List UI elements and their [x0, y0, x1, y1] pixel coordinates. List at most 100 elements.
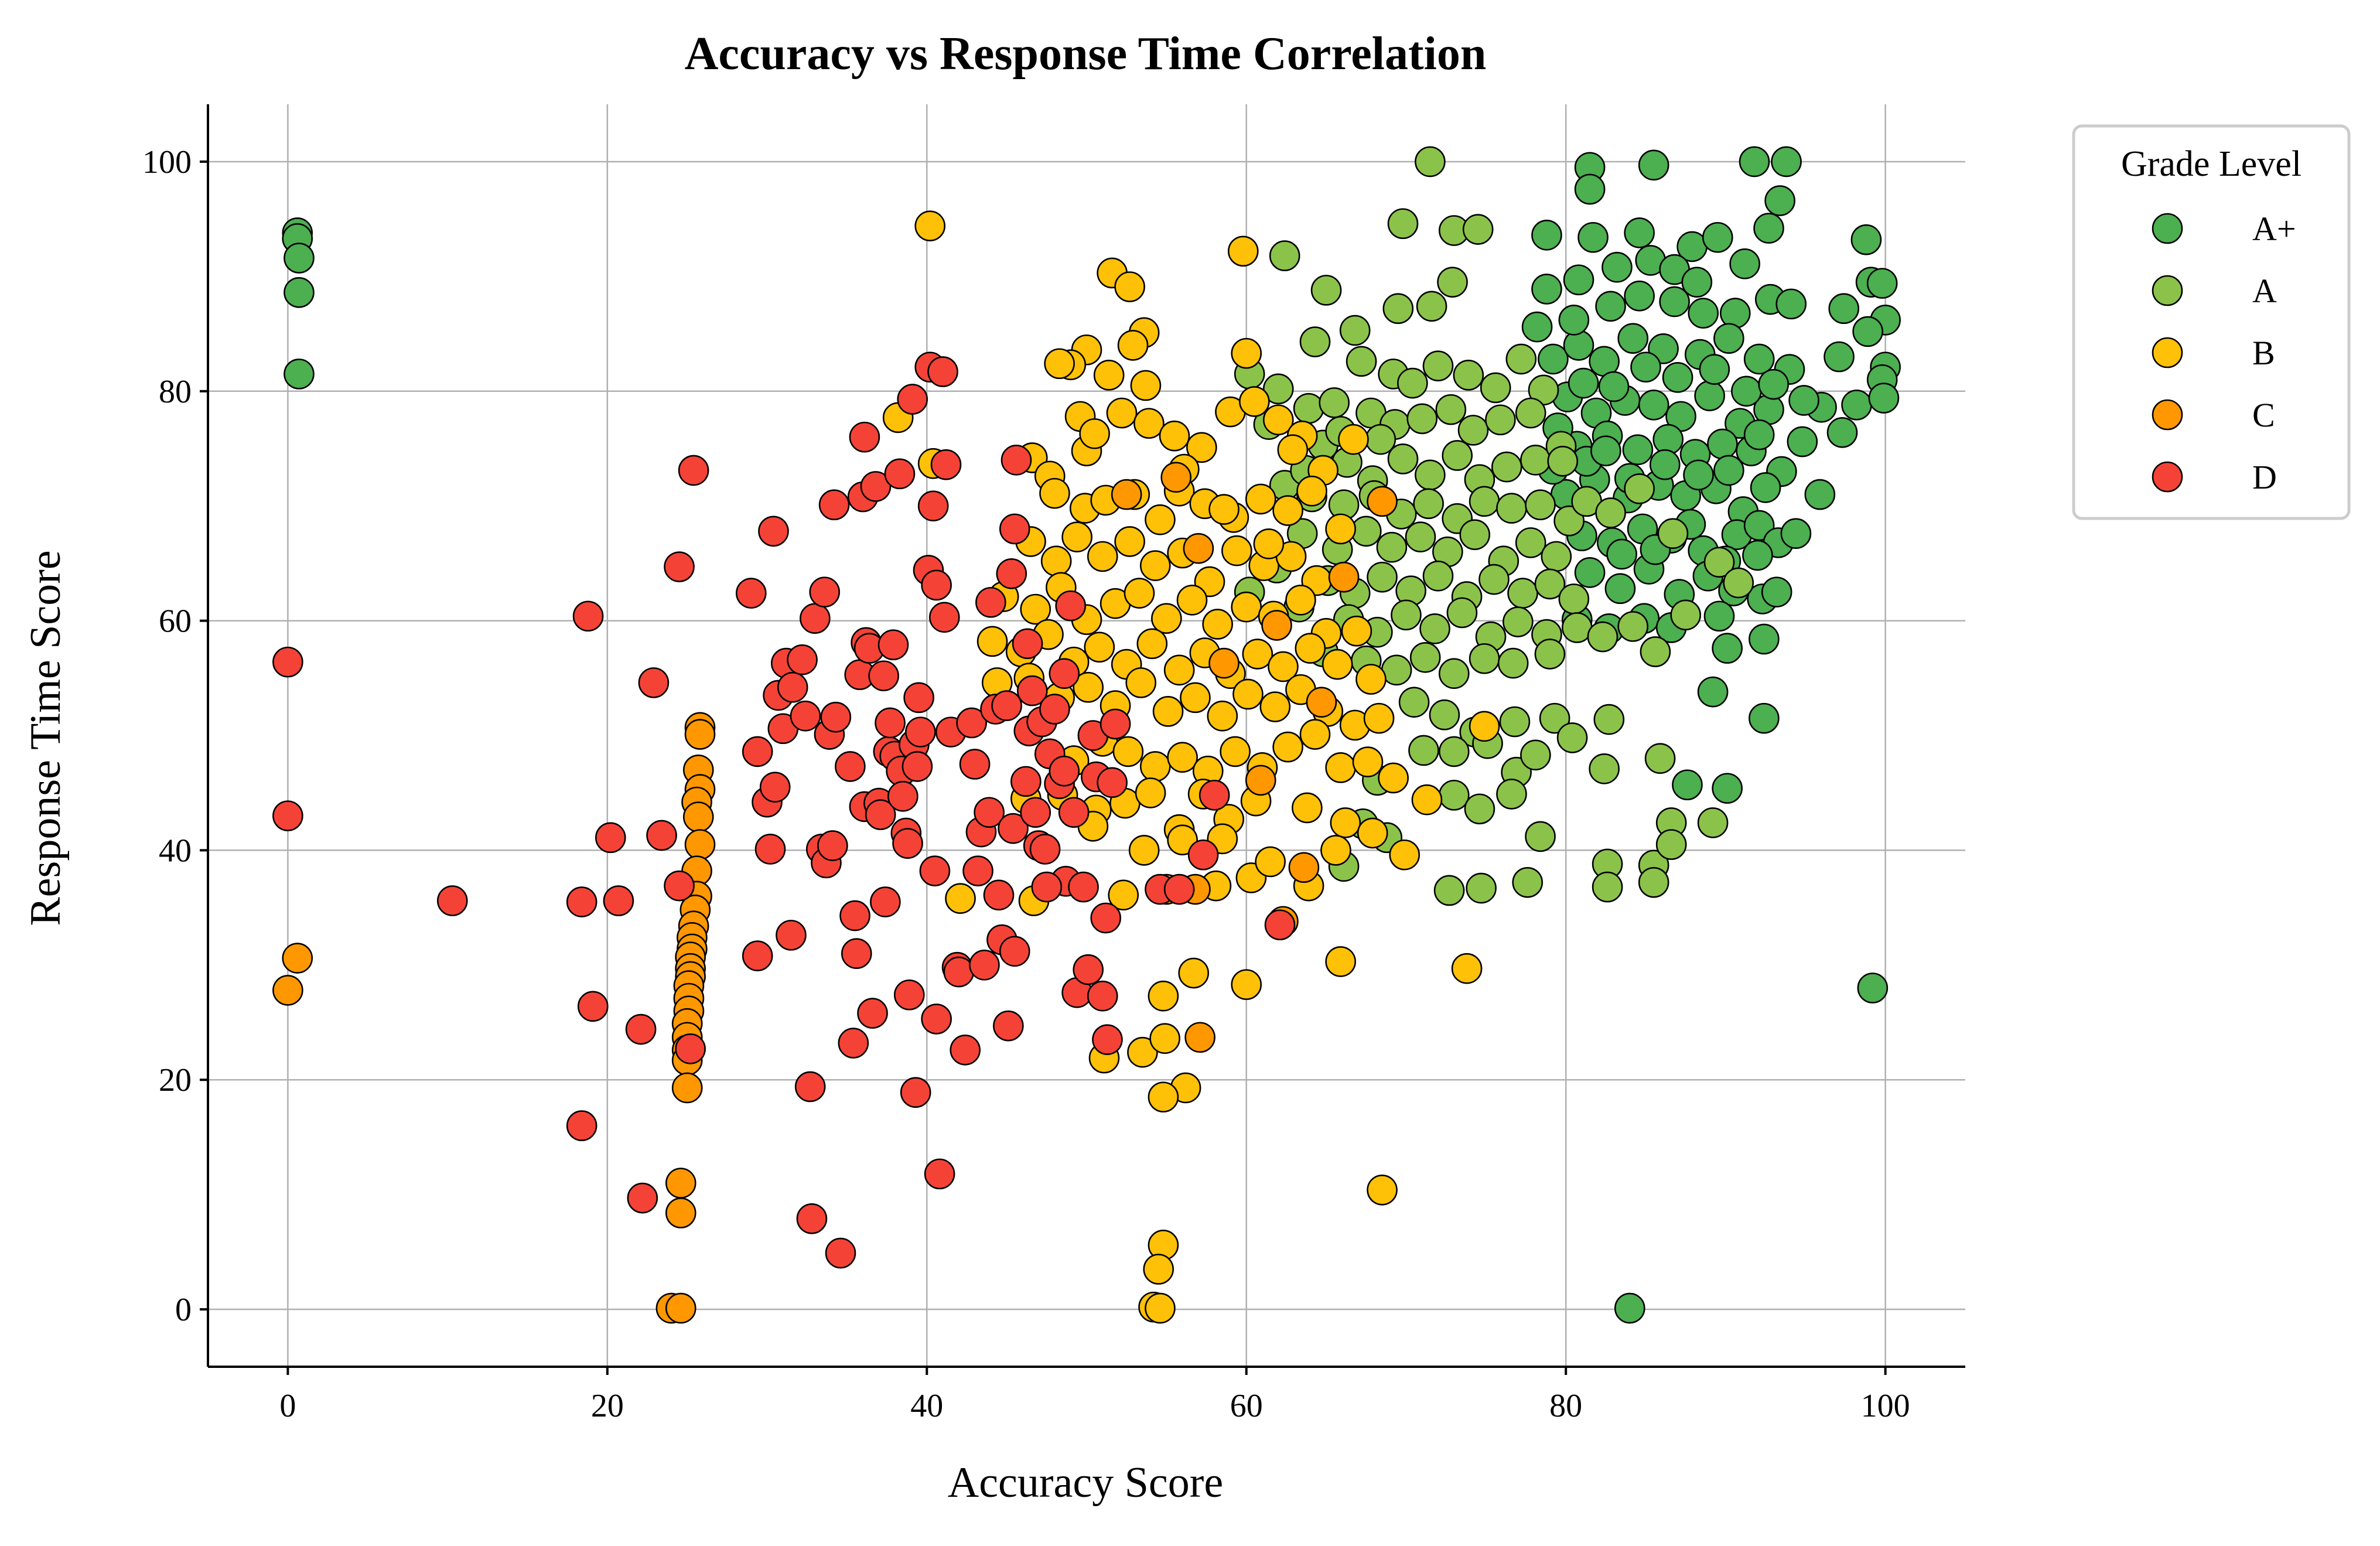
data-point	[1503, 606, 1534, 637]
data-point	[284, 243, 315, 274]
data-point	[1712, 773, 1743, 804]
data-point	[790, 700, 821, 732]
legend-marker	[2152, 337, 2183, 368]
data-point	[1438, 736, 1470, 767]
legend-marker	[2152, 399, 2183, 431]
data-point	[1387, 443, 1419, 475]
data-point	[1242, 639, 1273, 670]
data-point	[1852, 316, 1883, 347]
data-point	[1293, 393, 1324, 424]
data-point	[1330, 807, 1361, 838]
data-point	[665, 1168, 696, 1199]
data-point	[959, 749, 991, 780]
data-point	[1117, 330, 1149, 361]
data-point	[595, 822, 626, 854]
data-point	[1598, 371, 1630, 402]
data-point	[1469, 711, 1500, 742]
data-point	[1099, 708, 1131, 740]
data-point	[818, 489, 850, 521]
data-point	[1670, 599, 1702, 631]
y-tick-label: 20	[159, 1062, 192, 1098]
data-point	[1539, 702, 1570, 734]
data-point	[1292, 792, 1323, 824]
data-point	[1438, 780, 1470, 811]
data-point	[1231, 337, 1262, 369]
data-point	[1743, 419, 1775, 451]
data-point	[577, 991, 609, 1022]
data-point	[1703, 600, 1735, 632]
data-point	[1310, 275, 1342, 306]
data-point	[776, 920, 807, 951]
data-point	[857, 998, 888, 1029]
data-point	[1031, 871, 1063, 903]
data-point	[1804, 479, 1836, 510]
data-point	[1130, 370, 1162, 401]
data-point	[969, 950, 1000, 981]
legend-label: A+	[2252, 210, 2296, 248]
data-point	[1202, 609, 1233, 640]
legend-label: C	[2252, 396, 2275, 434]
x-tick-label: 40	[910, 1388, 943, 1424]
data-point	[1497, 647, 1529, 679]
data-point	[1306, 687, 1337, 718]
series-B	[882, 210, 1500, 1324]
data-point	[1437, 267, 1468, 298]
data-point	[1525, 821, 1556, 852]
data-point	[1341, 615, 1372, 647]
data-point	[1087, 980, 1118, 1012]
data-point	[1688, 298, 1719, 329]
data-point	[1459, 519, 1491, 550]
data-point	[893, 979, 925, 1011]
data-point	[1496, 779, 1527, 810]
data-point	[1697, 807, 1729, 838]
data-point	[664, 551, 695, 582]
data-point	[1145, 504, 1176, 535]
data-point	[1389, 839, 1421, 871]
data-point	[1531, 220, 1562, 251]
data-point	[1178, 957, 1210, 989]
data-point	[1534, 639, 1566, 670]
data-point	[1868, 383, 1900, 414]
data-point	[436, 885, 468, 916]
data-point	[1106, 397, 1138, 429]
data-point	[1139, 751, 1171, 782]
data-point	[1416, 291, 1447, 322]
data-point	[638, 667, 670, 698]
data-point	[1350, 516, 1382, 547]
data-point	[1409, 641, 1441, 673]
data-point	[1049, 755, 1080, 787]
data-point	[1512, 866, 1544, 898]
data-point	[1758, 368, 1790, 400]
data-point	[999, 936, 1030, 967]
data-point	[1148, 980, 1179, 1012]
data-point	[1111, 479, 1142, 510]
data-point	[777, 671, 808, 703]
tick-labels: 0 20 40 60 80 100 0 20 40 60 80 100	[142, 144, 1910, 1424]
data-point	[1087, 541, 1118, 572]
data-point	[1433, 875, 1465, 906]
series-A	[1234, 146, 1754, 906]
data-point	[1624, 280, 1655, 312]
data-point	[820, 701, 852, 733]
data-point	[625, 1013, 657, 1045]
data-point	[1525, 489, 1556, 521]
data-point	[1640, 636, 1671, 667]
data-point	[1143, 1254, 1174, 1285]
data-point	[950, 1034, 981, 1066]
data-point	[1415, 146, 1446, 178]
data-point	[1604, 573, 1636, 605]
data-point	[572, 600, 604, 632]
data-point	[566, 886, 597, 917]
y-axis-label: Response Time Score	[22, 550, 70, 926]
data-point	[1563, 264, 1594, 296]
data-point	[1044, 348, 1075, 380]
data-point	[665, 1292, 696, 1324]
data-point	[1521, 311, 1553, 343]
x-axis-label: Accuracy Score	[948, 1459, 1223, 1507]
data-point	[1010, 766, 1042, 797]
data-point	[1568, 367, 1599, 399]
data-point	[1160, 462, 1192, 493]
data-point	[1419, 613, 1450, 644]
data-point	[921, 1004, 952, 1035]
data-point	[1073, 671, 1104, 703]
